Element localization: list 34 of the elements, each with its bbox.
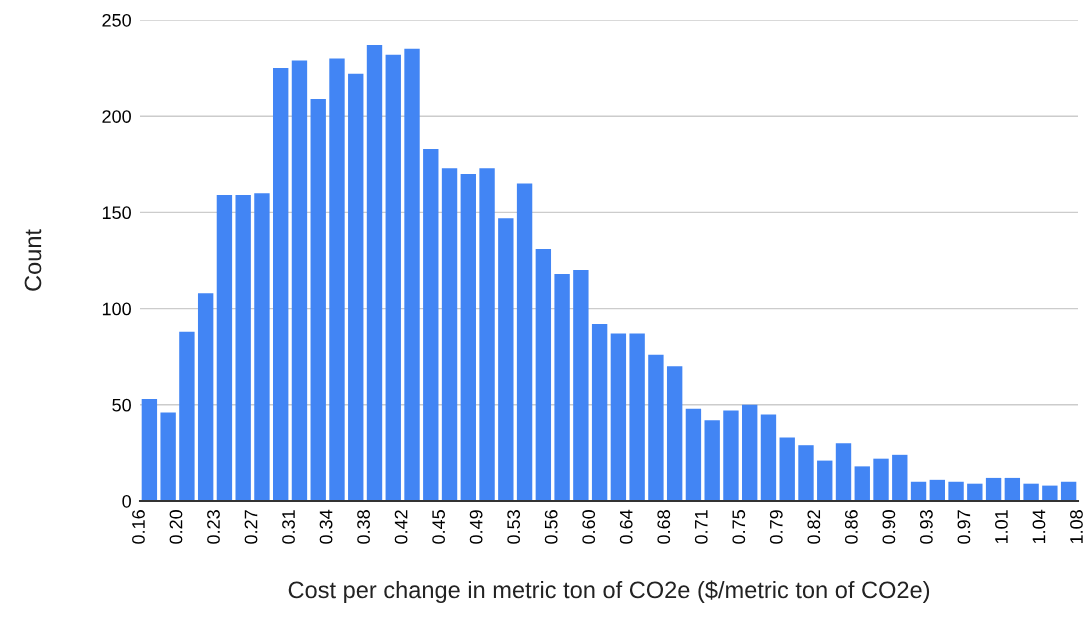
x-tick-label: 0.86 — [844, 510, 858, 544]
x-tick-label: 0.90 — [882, 510, 896, 544]
x-tick-label: 0.93 — [919, 510, 933, 544]
x-tick-label: 0.20 — [169, 510, 183, 544]
x-tick-label: 0.23 — [207, 510, 220, 544]
x-tick-label: 0.68 — [657, 510, 671, 544]
y-tick-label: 100 — [102, 302, 131, 316]
y-axis-title: Count — [24, 229, 42, 291]
y-tick-label: 200 — [102, 110, 131, 123]
x-tick-label: 0.38 — [357, 510, 370, 544]
x-tick-label: 0.97 — [957, 510, 971, 544]
x-tick-label: 0.16 — [132, 510, 145, 544]
x-tick-label: 0.31 — [282, 510, 295, 544]
x-tick-label: 0.75 — [732, 510, 746, 544]
x-tick-label: 0.79 — [769, 510, 783, 544]
x-axis-title: Cost per change in metric ton of CO2e ($/metric ton of CO2e) — [288, 580, 930, 603]
x-tick-label: 1.01 — [995, 510, 1008, 544]
y-tick-label: 0 — [122, 494, 131, 508]
x-tick-label: 0.71 — [694, 510, 708, 544]
y-tick-label: 250 — [102, 13, 131, 27]
x-tick-label: 1.04 — [1032, 509, 1046, 544]
y-tick-label: 50 — [112, 398, 131, 412]
x-tick-label: 0.53 — [507, 510, 521, 544]
x-tick-label: 0.45 — [432, 510, 446, 544]
x-tick-label: 1.08 — [1070, 510, 1083, 544]
x-tick-label: 0.49 — [469, 510, 483, 544]
x-tick-label: 0.64 — [619, 509, 633, 544]
x-tick-label: 0.82 — [807, 510, 821, 544]
x-tick-label: 0.56 — [544, 510, 558, 544]
y-tick-label: 150 — [102, 206, 131, 220]
x-tick-label: 0.42 — [394, 510, 408, 544]
x-tick-label: 0.34 — [319, 509, 333, 544]
x-tick-label: 0.60 — [582, 510, 596, 544]
x-tick-label: 0.27 — [244, 510, 258, 544]
